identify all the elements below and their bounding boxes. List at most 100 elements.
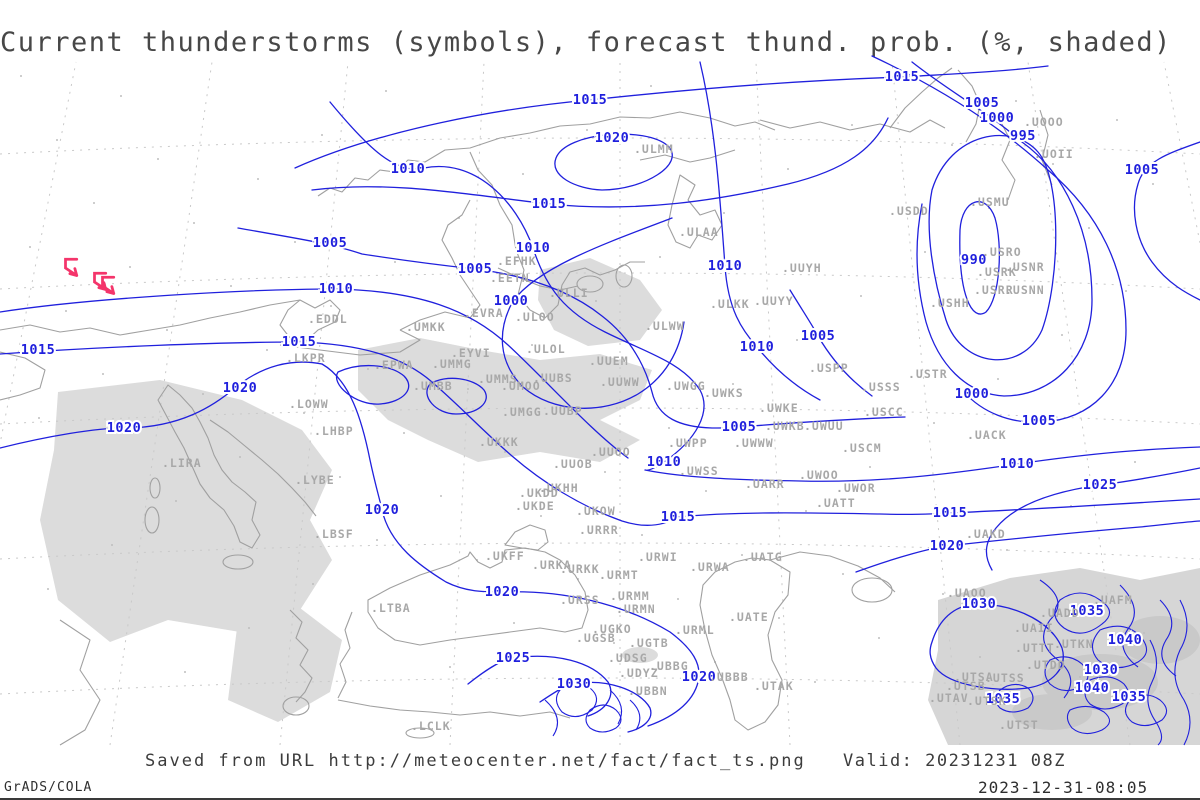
map-speckle xyxy=(924,251,926,253)
station-label: .UAFM xyxy=(1093,593,1133,607)
map-speckle xyxy=(860,295,862,297)
map-speckle xyxy=(723,212,725,214)
shading-dark-spot xyxy=(1042,654,1158,710)
station-label: .ULOL xyxy=(526,342,566,356)
map-speckle xyxy=(129,266,131,268)
map-speckle xyxy=(1125,290,1127,292)
isobar-label: 1020 xyxy=(930,538,965,554)
map-speckle xyxy=(339,476,341,478)
coast-biscay xyxy=(0,351,46,401)
map-speckle xyxy=(942,593,944,595)
station-label: .UWKS xyxy=(704,386,744,400)
oro-squiggle xyxy=(1054,592,1111,634)
map-speckle xyxy=(184,671,186,673)
island-sicily xyxy=(222,554,254,570)
map-speckle xyxy=(595,300,597,302)
isobar-1020-scandinavia xyxy=(554,133,673,191)
oro-squiggle xyxy=(1091,625,1148,669)
station-label: .UUOO xyxy=(591,445,631,459)
station-label: .UMMG xyxy=(432,357,472,371)
map-speckle xyxy=(175,500,177,502)
map-speckle xyxy=(915,80,917,82)
isobar-label: 1005 xyxy=(722,419,757,435)
station-label: .UTAV xyxy=(929,691,969,705)
station-label: .UDYZ xyxy=(619,666,659,680)
station-label: .URSS xyxy=(560,593,600,607)
station-label: .USRR xyxy=(974,283,1014,297)
station-label: .UBBN xyxy=(628,684,668,698)
map-speckle xyxy=(1061,334,1063,336)
isobar-label: 1020 xyxy=(485,584,520,600)
isobar-1020-alps-cell xyxy=(335,364,410,405)
oro-squiggle xyxy=(629,699,641,731)
map-speckle xyxy=(522,173,524,175)
coast-iberia xyxy=(59,619,101,746)
station-label: .ULLI xyxy=(549,286,589,300)
station-label: .USCC xyxy=(864,405,904,419)
station-label: .URWA xyxy=(690,560,730,574)
oro-squiggle xyxy=(1066,705,1111,735)
oro-squiggle xyxy=(1174,599,1191,746)
station-label: .LYBE xyxy=(295,473,335,487)
creation-timestamp: 2023-12-31-08:05 xyxy=(978,778,1149,797)
map-speckle xyxy=(257,178,259,180)
station-label: .URML xyxy=(675,623,715,637)
isobar-1020-southeast xyxy=(321,363,700,727)
station-label: .ULKK xyxy=(710,297,750,311)
station-label: .UOOO xyxy=(1024,115,1064,129)
isobar-1030-east-loop xyxy=(929,603,1064,690)
isobar-1000-trough xyxy=(501,217,685,409)
station-label: .LKPR xyxy=(286,351,326,365)
map-speckle xyxy=(741,554,743,556)
oro-squiggle xyxy=(1159,599,1177,677)
station-label: .UWPP xyxy=(668,436,708,450)
station-label: .UUEM xyxy=(589,354,629,368)
station-label: .UADD xyxy=(1040,606,1080,620)
station-label: .URMN xyxy=(616,602,656,616)
isobar-label: 1010 xyxy=(319,281,354,297)
map-speckle xyxy=(540,515,542,517)
map-speckle xyxy=(613,642,615,644)
station-label: .UKHH xyxy=(539,481,579,495)
station-label: .EDDL xyxy=(308,312,348,326)
lightning-arrow-icon xyxy=(64,257,79,277)
coast-norway xyxy=(317,111,776,197)
graticule-meridian xyxy=(755,61,791,746)
station-label: .UTST xyxy=(999,718,1039,732)
coast-black-sea xyxy=(367,547,589,646)
station-label: .UTTT xyxy=(1015,641,1055,655)
map-speckle xyxy=(1079,676,1081,678)
station-label: .UGTB xyxy=(629,636,669,650)
station-label: .USRK xyxy=(977,265,1017,279)
shading-ladoga xyxy=(538,258,662,346)
map-speckle xyxy=(1116,119,1118,121)
isobar-label: 1025 xyxy=(496,650,531,666)
graticule-meridian xyxy=(109,61,213,746)
coast-turkey-west xyxy=(337,611,353,699)
map-speckle xyxy=(604,471,606,473)
isobar-label: 1020 xyxy=(365,502,400,518)
isobar-1025-east xyxy=(985,467,1200,571)
map-speckle xyxy=(997,378,999,380)
valid-time-label: Valid: 20231231 08Z xyxy=(843,751,1066,771)
station-label: .UBBG xyxy=(649,659,689,673)
coast-greece xyxy=(289,609,313,703)
map-speckle xyxy=(732,383,734,385)
map-speckle xyxy=(668,427,670,429)
map-speckle xyxy=(1143,632,1145,634)
station-label: .UUOB xyxy=(553,457,593,471)
map-speckle xyxy=(1070,505,1072,507)
coast-kola xyxy=(639,149,736,163)
map-speckle xyxy=(166,329,168,331)
map-speckle xyxy=(266,349,268,351)
map-speckle xyxy=(102,373,104,375)
isobar-1020-west xyxy=(0,361,323,449)
station-label: .UMKK xyxy=(406,320,446,334)
oro-squiggle xyxy=(609,689,623,725)
map-speckle xyxy=(1088,227,1090,229)
isobar-label: 1035 xyxy=(1112,689,1147,705)
station-label: .EFHK xyxy=(497,254,537,268)
map-speckle xyxy=(330,305,332,307)
oro-squiggle xyxy=(1119,584,1139,668)
station-label: .UAII xyxy=(1014,621,1054,635)
